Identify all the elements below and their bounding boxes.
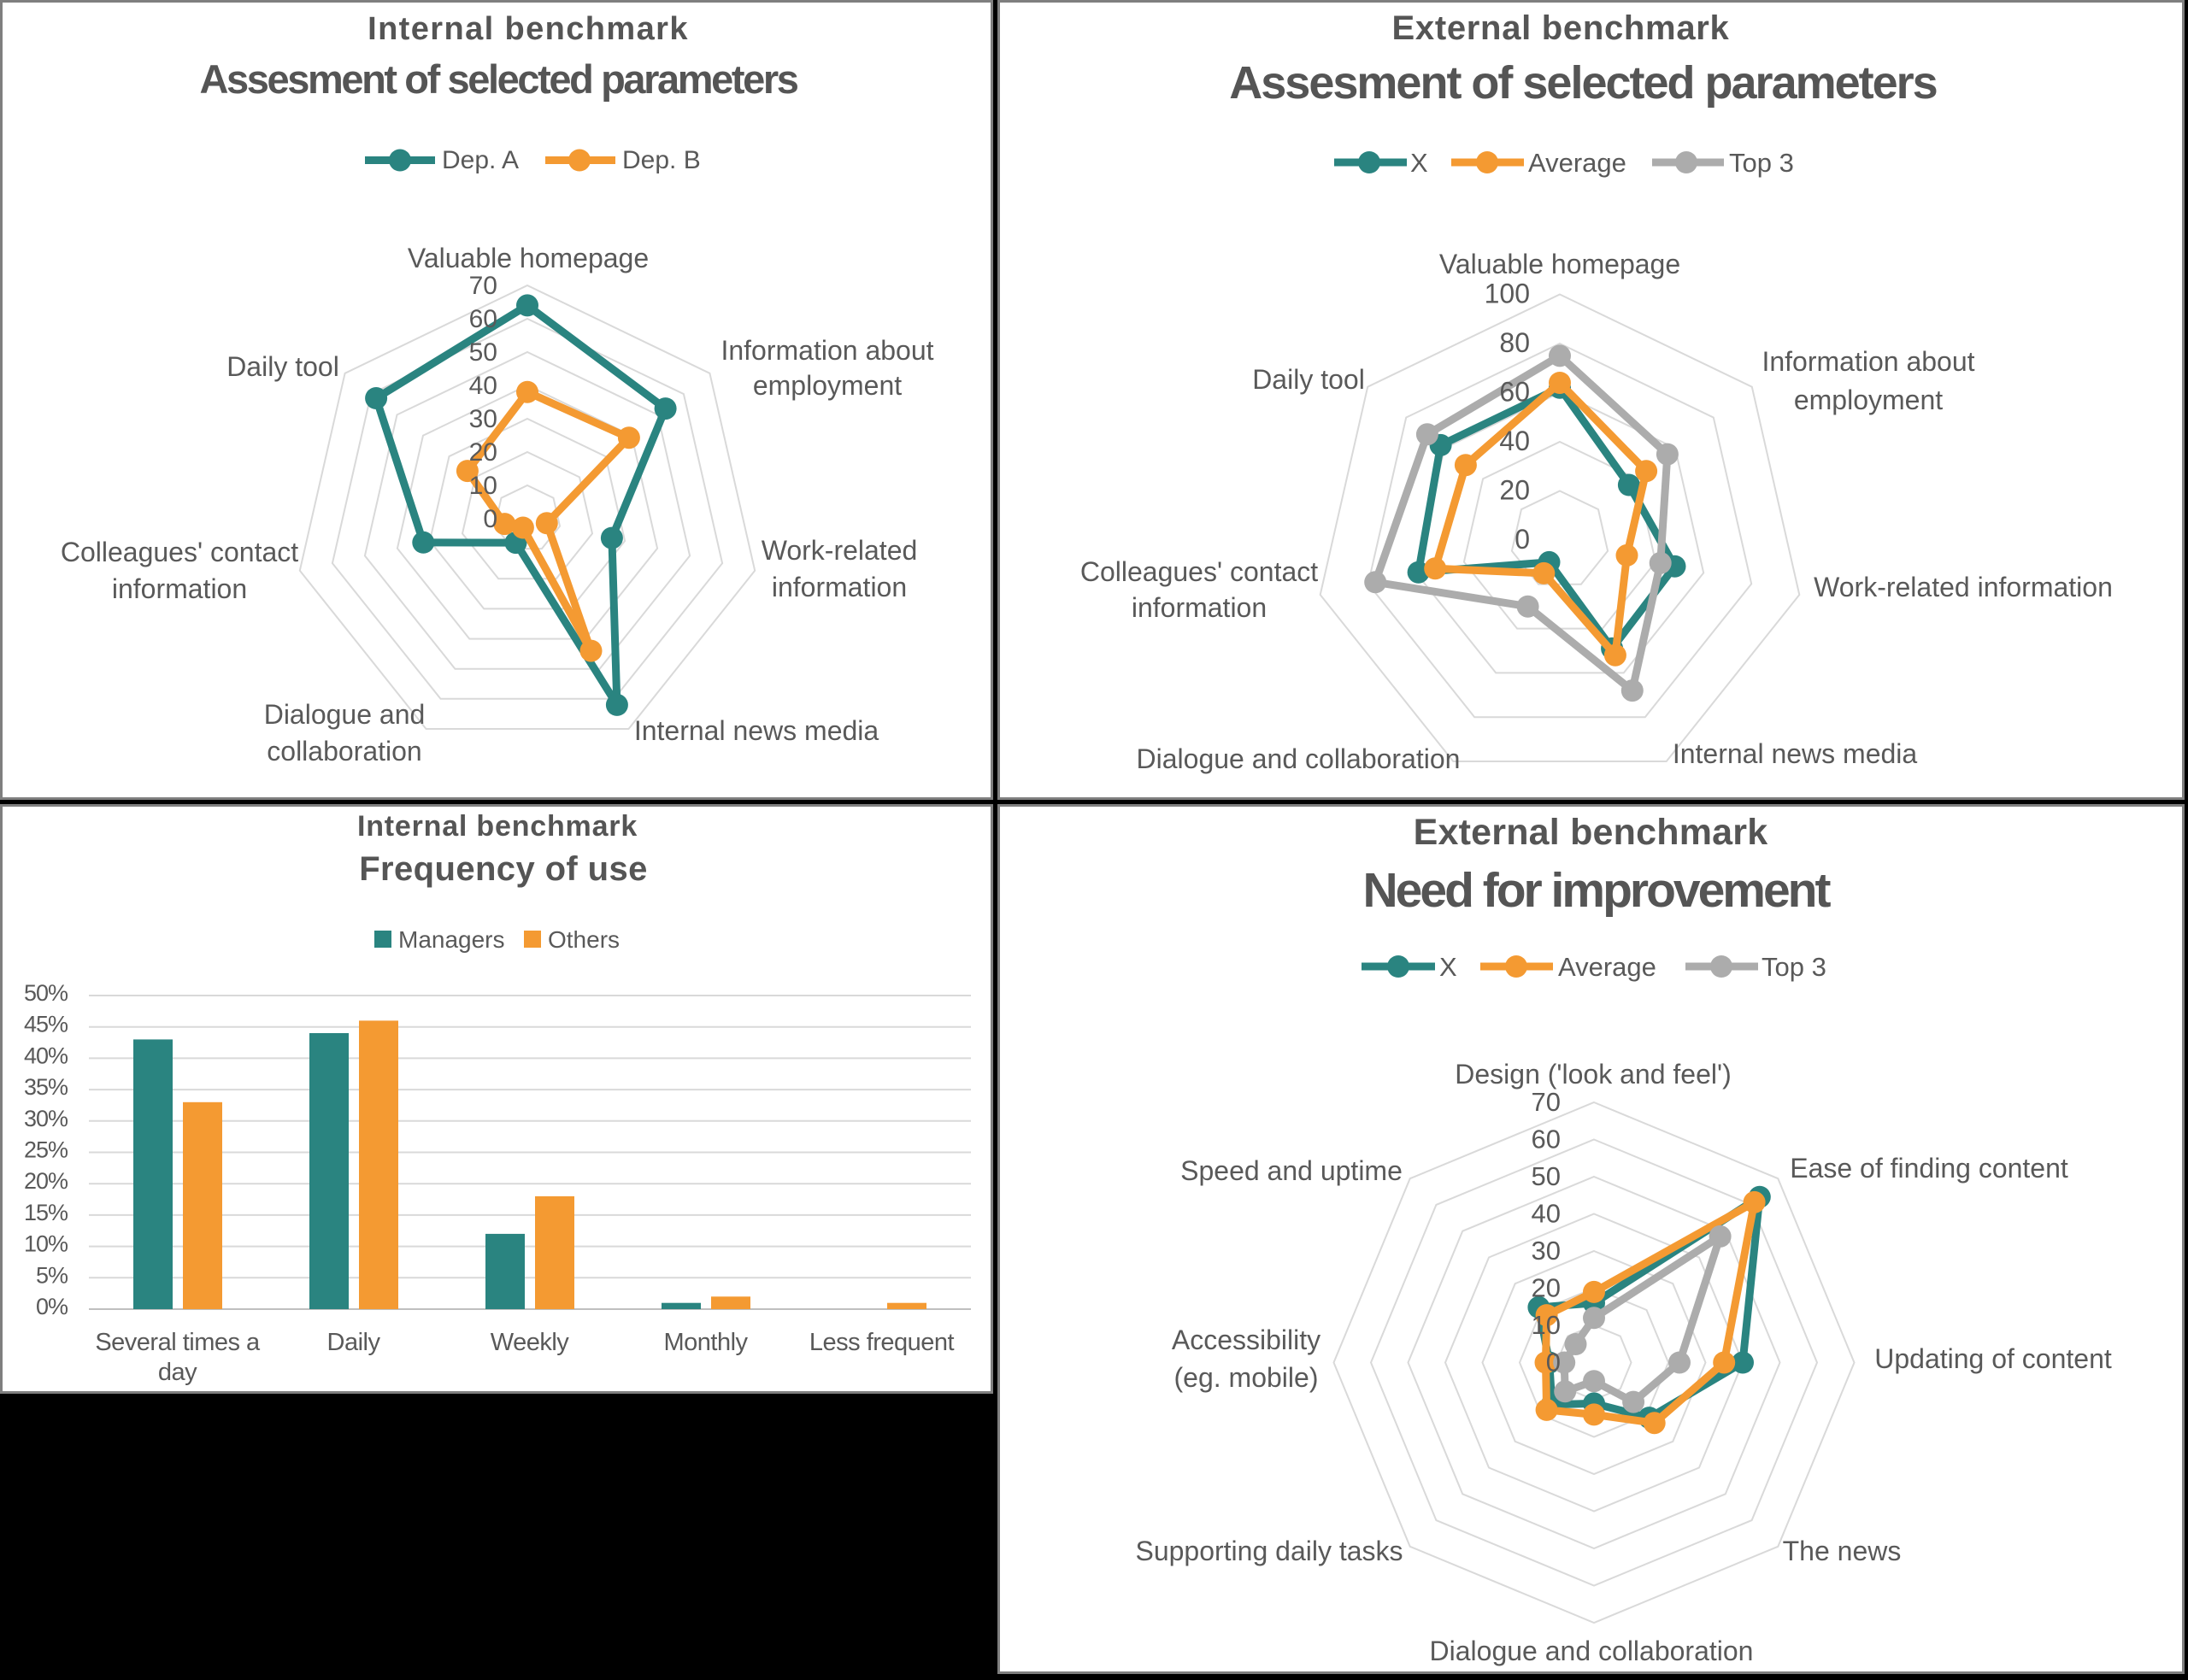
svg-text:20%: 20% bbox=[24, 1168, 68, 1194]
svg-text:Weekly: Weekly bbox=[491, 1329, 570, 1356]
svg-text:0: 0 bbox=[483, 505, 497, 533]
svg-text:Information about: Information about bbox=[1762, 346, 1974, 377]
svg-text:Information about: Information about bbox=[721, 335, 933, 366]
svg-text:Dialogue and: Dialogue and bbox=[264, 699, 426, 730]
svg-text:Ease of finding content: Ease of finding content bbox=[1790, 1153, 2068, 1184]
svg-text:day: day bbox=[158, 1359, 197, 1386]
svg-text:40%: 40% bbox=[24, 1043, 68, 1068]
svg-text:Daily: Daily bbox=[327, 1329, 381, 1356]
svg-text:45%: 45% bbox=[24, 1012, 68, 1037]
svg-text:Monthly: Monthly bbox=[663, 1329, 748, 1356]
svg-text:Internal news media: Internal news media bbox=[1673, 738, 1918, 769]
svg-text:(eg. mobile): (eg. mobile) bbox=[1174, 1362, 1319, 1393]
svg-text:60: 60 bbox=[1532, 1125, 1561, 1154]
svg-text:30%: 30% bbox=[24, 1106, 68, 1131]
svg-text:15%: 15% bbox=[24, 1200, 68, 1225]
svg-text:40: 40 bbox=[469, 372, 497, 400]
svg-text:Need for improvement: Need for improvement bbox=[1363, 863, 1832, 918]
svg-text:Several times a: Several times a bbox=[95, 1329, 261, 1356]
svg-text:80: 80 bbox=[1499, 327, 1530, 358]
svg-text:Colleagues' contact: Colleagues' contact bbox=[1080, 556, 1318, 587]
svg-text:information: information bbox=[112, 573, 247, 604]
svg-text:Average: Average bbox=[1528, 148, 1626, 178]
svg-text:5%: 5% bbox=[36, 1262, 68, 1288]
svg-text:Daily tool: Daily tool bbox=[1252, 364, 1365, 395]
svg-text:60: 60 bbox=[469, 305, 497, 333]
svg-text:20: 20 bbox=[469, 438, 497, 467]
svg-text:50: 50 bbox=[469, 338, 497, 367]
svg-text:Others: Others bbox=[548, 926, 620, 953]
svg-text:employment: employment bbox=[753, 370, 902, 401]
svg-text:collaboration: collaboration bbox=[267, 736, 421, 767]
svg-text:50: 50 bbox=[1532, 1161, 1561, 1191]
svg-text:0: 0 bbox=[1515, 524, 1530, 555]
svg-text:Colleagues' contact: Colleagues' contact bbox=[61, 537, 298, 567]
svg-text:60: 60 bbox=[1499, 377, 1530, 408]
svg-text:Assesment of selected paramete: Assesment of selected parameters bbox=[1229, 57, 1936, 109]
svg-text:The news: The news bbox=[1783, 1536, 1902, 1566]
svg-text:0: 0 bbox=[1546, 1348, 1561, 1377]
svg-text:Valuable homepage: Valuable homepage bbox=[1439, 249, 1680, 279]
svg-text:20: 20 bbox=[1532, 1273, 1561, 1303]
svg-text:40: 40 bbox=[1499, 426, 1530, 456]
svg-text:X: X bbox=[1439, 952, 1457, 982]
svg-text:Daily tool: Daily tool bbox=[226, 351, 339, 382]
svg-text:Accessibility: Accessibility bbox=[1172, 1325, 1320, 1355]
svg-text:employment: employment bbox=[1794, 385, 1943, 415]
svg-text:Dep. A: Dep. A bbox=[442, 146, 519, 174]
svg-text:X: X bbox=[1410, 148, 1428, 178]
svg-text:Dep. B: Dep. B bbox=[622, 146, 701, 174]
svg-text:Speed and uptime: Speed and uptime bbox=[1180, 1155, 1403, 1186]
svg-text:30: 30 bbox=[1532, 1236, 1561, 1266]
svg-text:Supporting daily tasks: Supporting daily tasks bbox=[1135, 1536, 1403, 1566]
svg-text:Internal news media: Internal news media bbox=[634, 715, 879, 746]
svg-text:information: information bbox=[772, 572, 907, 602]
svg-text:25%: 25% bbox=[24, 1137, 68, 1163]
svg-text:Dialogue and collaboration: Dialogue and collaboration bbox=[1137, 743, 1461, 774]
svg-text:40: 40 bbox=[1532, 1199, 1561, 1229]
svg-text:Work-related information: Work-related information bbox=[1814, 572, 2113, 602]
svg-text:0%: 0% bbox=[36, 1294, 68, 1319]
svg-text:Average: Average bbox=[1558, 952, 1656, 982]
svg-text:Frequency of use: Frequency of use bbox=[359, 850, 648, 888]
svg-text:External benchmark: External benchmark bbox=[1392, 9, 1730, 47]
svg-text:External benchmark: External benchmark bbox=[1414, 812, 1768, 853]
svg-text:Design ('look and feel'): Design ('look and feel') bbox=[1455, 1059, 1732, 1090]
svg-text:Top 3: Top 3 bbox=[1729, 148, 1794, 178]
svg-text:Internal benchmark: Internal benchmark bbox=[368, 11, 689, 47]
svg-text:30: 30 bbox=[469, 405, 497, 433]
svg-text:Dialogue and collaboration: Dialogue and collaboration bbox=[1430, 1636, 1754, 1666]
svg-text:50%: 50% bbox=[24, 980, 68, 1006]
svg-text:Top 3: Top 3 bbox=[1762, 952, 1826, 982]
svg-text:10: 10 bbox=[1532, 1310, 1561, 1340]
svg-text:Internal benchmark: Internal benchmark bbox=[357, 810, 638, 843]
svg-text:10: 10 bbox=[469, 472, 497, 500]
svg-text:Assesment of selected paramete: Assesment of selected parameters bbox=[199, 56, 797, 102]
svg-text:Updating of content: Updating of content bbox=[1874, 1343, 2112, 1374]
svg-text:Valuable homepage: Valuable homepage bbox=[408, 243, 649, 273]
svg-text:70: 70 bbox=[1532, 1087, 1561, 1117]
svg-text:100: 100 bbox=[1485, 279, 1530, 309]
svg-text:information: information bbox=[1132, 592, 1267, 623]
svg-text:10%: 10% bbox=[24, 1231, 68, 1257]
svg-text:20: 20 bbox=[1499, 475, 1530, 506]
svg-text:Managers: Managers bbox=[398, 926, 505, 953]
svg-text:70: 70 bbox=[469, 272, 497, 300]
svg-text:Less frequent: Less frequent bbox=[809, 1329, 955, 1356]
svg-text:Work-related: Work-related bbox=[762, 535, 918, 566]
svg-text:35%: 35% bbox=[24, 1074, 68, 1100]
